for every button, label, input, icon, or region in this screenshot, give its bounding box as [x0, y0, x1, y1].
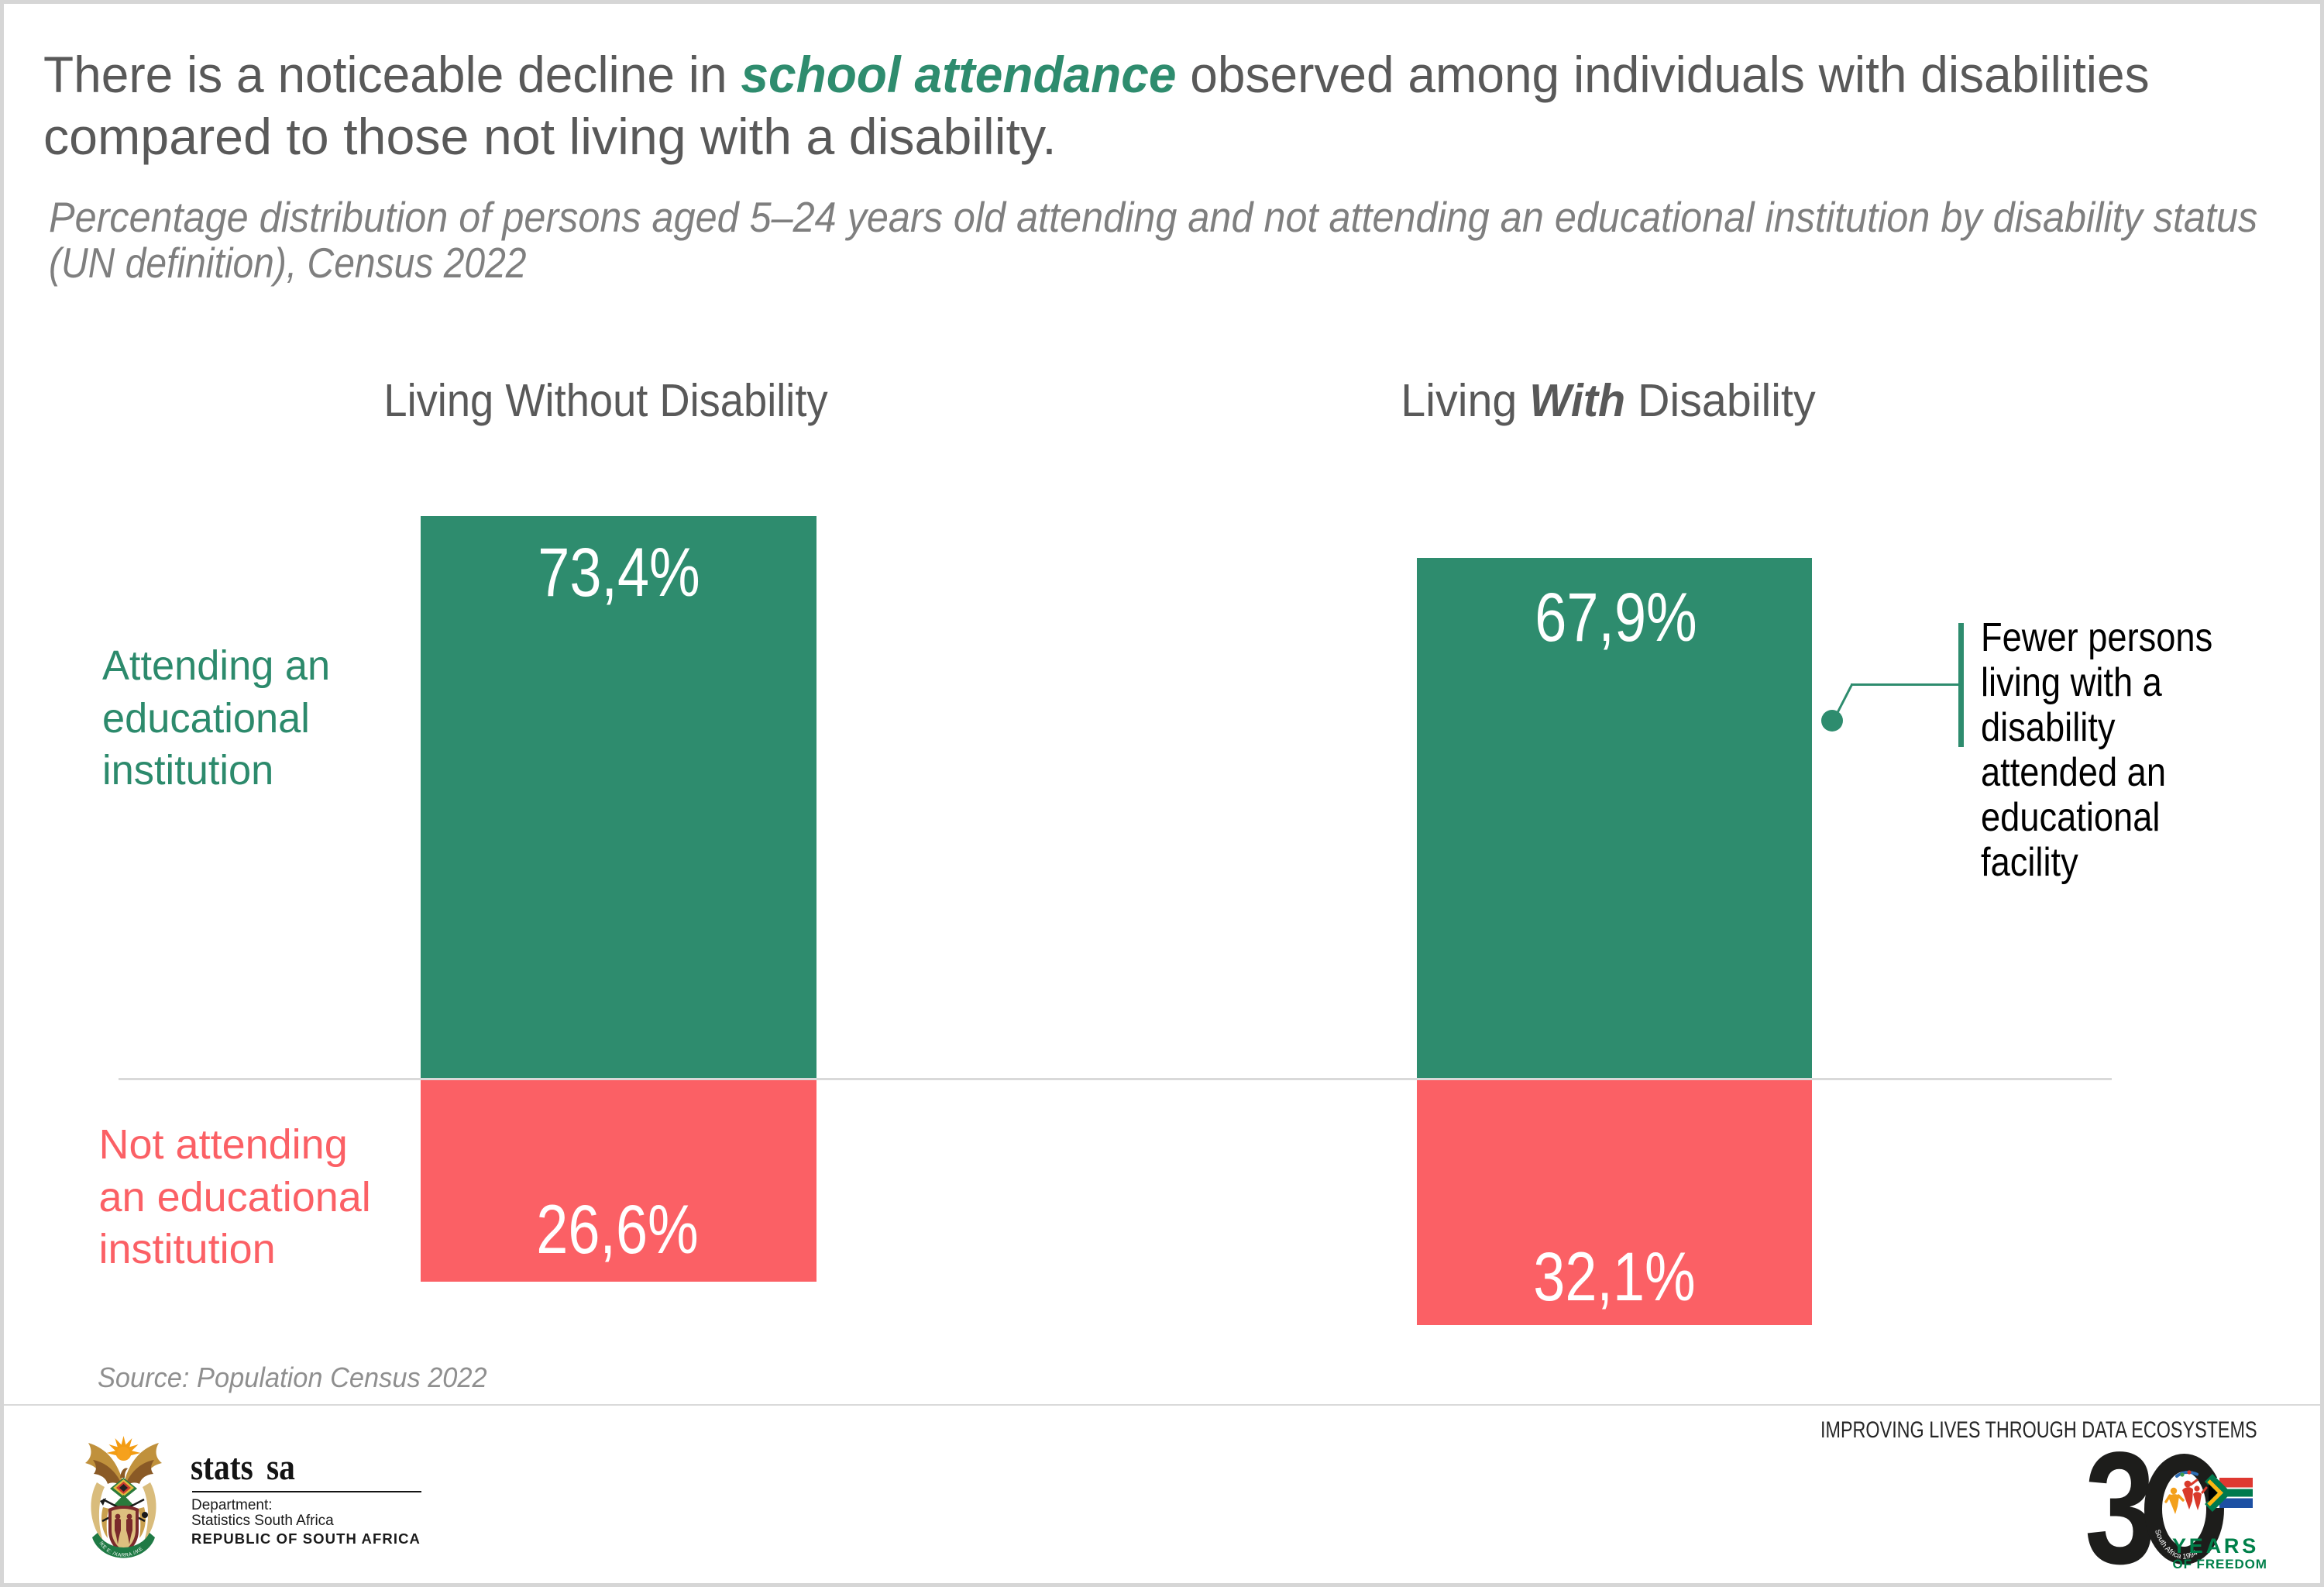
svg-text:OF FREEDOM: OF FREEDOM: [2173, 1557, 2267, 1572]
svg-text:YEARS: YEARS: [2172, 1534, 2259, 1558]
svg-text:3: 3: [2085, 1441, 2156, 1587]
